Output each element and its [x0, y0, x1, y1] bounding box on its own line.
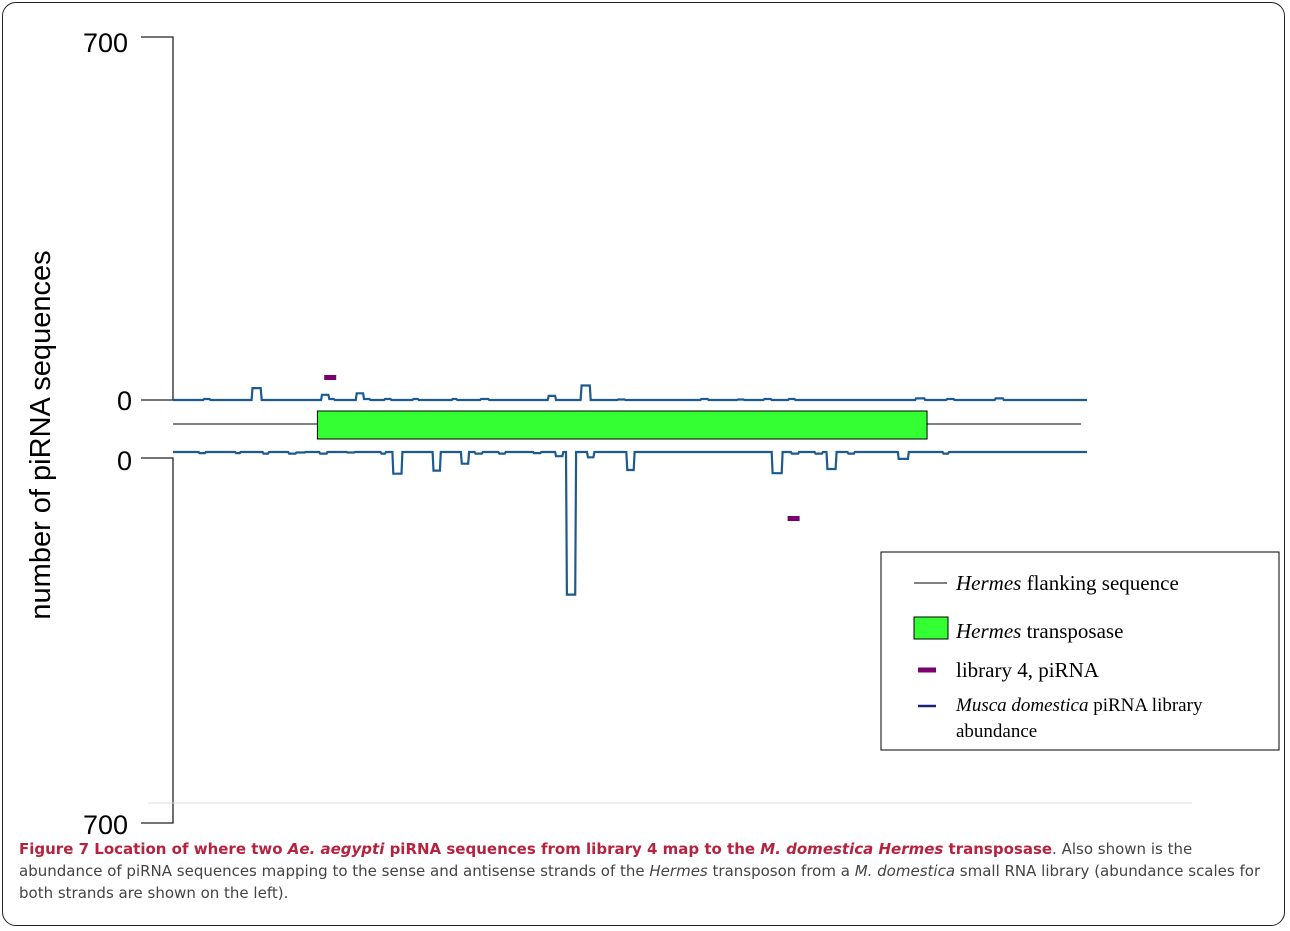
legend-piRNA-label: library 4, piRNA: [956, 658, 1100, 682]
caption-title: Figure 7 Location of where two Ae. aegyp…: [19, 840, 1053, 858]
piRNA-hit-antisense: [787, 516, 800, 521]
ytick-antisense-max: 700: [83, 810, 128, 835]
series-sense-abundance: [173, 384, 1087, 402]
figure-caption: Figure 7 Location of where two Ae. aegyp…: [19, 838, 1269, 904]
ytick-antisense-zero: 0: [117, 446, 132, 476]
legend-box: [880, 551, 1280, 751]
y-axis-antisense: [141, 457, 174, 824]
legend-musca-label-line2: abundance: [956, 721, 1037, 742]
series-antisense-abundance: [173, 450, 1087, 596]
ytick-sense-max: 700: [83, 28, 128, 58]
piRNA-hit-sense: [324, 375, 337, 380]
legend-flanking-label: Hermes flanking sequence: [955, 571, 1179, 595]
library4-piRNA-hits: [324, 375, 800, 521]
legend-musca-label: Musca domestica piRNA library: [955, 695, 1203, 716]
ytick-sense-zero: 0: [117, 386, 132, 416]
y-axis-sense: [141, 36, 174, 401]
legend-transposase-symbol: [913, 616, 949, 640]
legend-transposase-label: Hermes transposase: [955, 619, 1123, 643]
legend: Hermes flanking sequence Hermes transpos…: [880, 551, 1280, 751]
piRNA-abundance-chart: number of piRNA sequences 700 0 0 700 He…: [25, 28, 1280, 835]
caption-body: . Also shown is the abundance of piRNA s…: [19, 840, 1261, 902]
y-axis-label: number of piRNA sequences: [25, 250, 57, 619]
hermes-transposase-box: [316, 410, 928, 440]
